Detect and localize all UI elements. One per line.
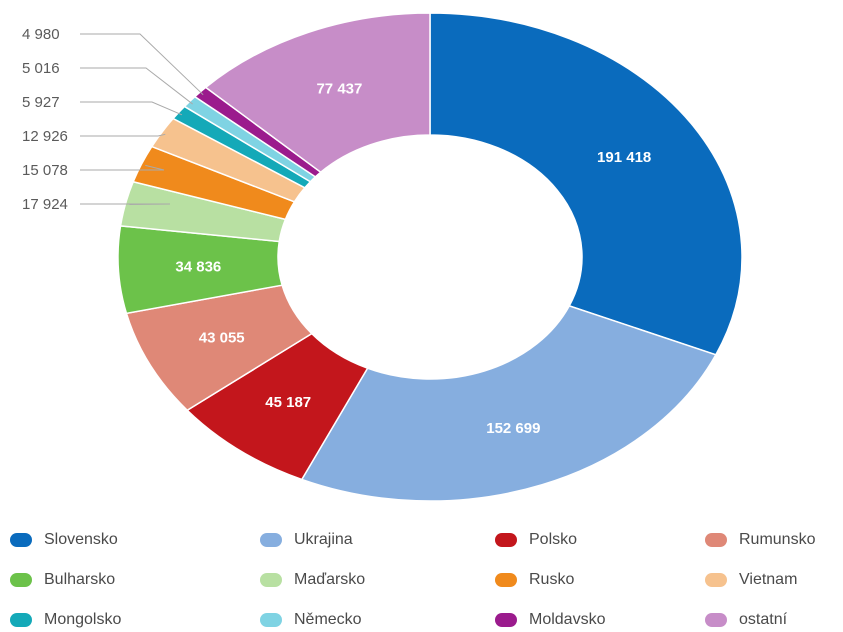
- legend-item-rumunsko: Rumunsko: [705, 528, 815, 552]
- legend-label: Bulharsko: [44, 571, 116, 588]
- legend-item-rusko: Rusko: [495, 568, 574, 592]
- donut-slice-ostatni: [204, 12, 431, 174]
- legend-item-ukrajina: Ukrajina: [260, 528, 353, 552]
- legend-item-vietnam: Vietnam: [705, 568, 797, 592]
- data-label-bulharsko: 34 836: [175, 259, 221, 276]
- leader-line-mongolsko: [80, 101, 183, 116]
- legend-label: Polsko: [529, 531, 578, 548]
- data-label-ukrajina: 152 699: [486, 420, 540, 437]
- legend-swatch: [260, 573, 282, 587]
- donut-slice-slovensko: [429, 12, 743, 356]
- legend-label: Ukrajina: [294, 531, 353, 548]
- legend-swatch: [10, 533, 32, 547]
- legend-label: Rumunsko: [739, 531, 816, 548]
- legend-item-madarsko: Maďarsko: [260, 568, 365, 592]
- leader-line-vietnam: [80, 133, 166, 137]
- legend-swatch: [705, 613, 727, 627]
- legend-label: Maďarsko: [294, 571, 366, 588]
- chart-legend: Slovensko Ukrajina Polsko Rumunsko Bulharsko…: [0, 518, 843, 632]
- legend-label: ostatní: [739, 611, 788, 628]
- data-label-polsko: 45 187: [265, 394, 311, 411]
- data-label-ostatni: 77 437: [316, 81, 362, 98]
- legend-label: Moldavsko: [529, 611, 606, 628]
- legend-label: Vietnam: [739, 571, 798, 588]
- data-label-rumunsko: 43 055: [199, 330, 245, 347]
- legend-swatch: [260, 613, 282, 627]
- data-label-slovensko: 191 418: [597, 149, 651, 166]
- legend-swatch: [495, 573, 517, 587]
- legend-label: Německo: [294, 611, 362, 628]
- legend-item-moldavsko: Moldavsko: [495, 608, 605, 632]
- legend-item-ostatni: ostatní: [705, 608, 787, 632]
- legend-swatch: [10, 613, 32, 627]
- legend-label: Rusko: [529, 571, 575, 588]
- data-label-madarsko: 17 924: [22, 196, 68, 213]
- legend-item-mongolsko: Mongolsko: [10, 608, 121, 632]
- data-label-rusko: 15 078: [22, 162, 68, 179]
- donut-chart: 191 418 152 699 45 187 43 055 34 836 77 437 4 …: [22, 12, 743, 502]
- data-label-mongolsko: 5 927: [22, 94, 60, 111]
- legend-swatch: [495, 613, 517, 627]
- data-label-vietnam: 12 926: [22, 128, 68, 145]
- leader-line-nemecko: [80, 67, 193, 105]
- legend-item-bulharsko: Bulharsko: [10, 568, 115, 592]
- legend-swatch: [260, 533, 282, 547]
- donut-slice-ukrajina: [300, 304, 717, 502]
- leader-line-rusko: [80, 164, 165, 171]
- legend-swatch: [10, 573, 32, 587]
- legend-item-nemecko: Německo: [260, 608, 362, 632]
- leader-line-moldavsko: [80, 33, 204, 96]
- legend-swatch: [495, 533, 517, 547]
- legend-item-slovensko: Slovensko: [10, 528, 118, 552]
- legend-label: Mongolsko: [44, 611, 122, 628]
- data-label-nemecko: 5 016: [22, 60, 60, 77]
- legend-swatch: [705, 533, 727, 547]
- legend-label: Slovensko: [44, 531, 118, 548]
- legend-swatch: [705, 573, 727, 587]
- data-label-moldavsko: 4 980: [22, 26, 60, 43]
- legend-item-polsko: Polsko: [495, 528, 577, 552]
